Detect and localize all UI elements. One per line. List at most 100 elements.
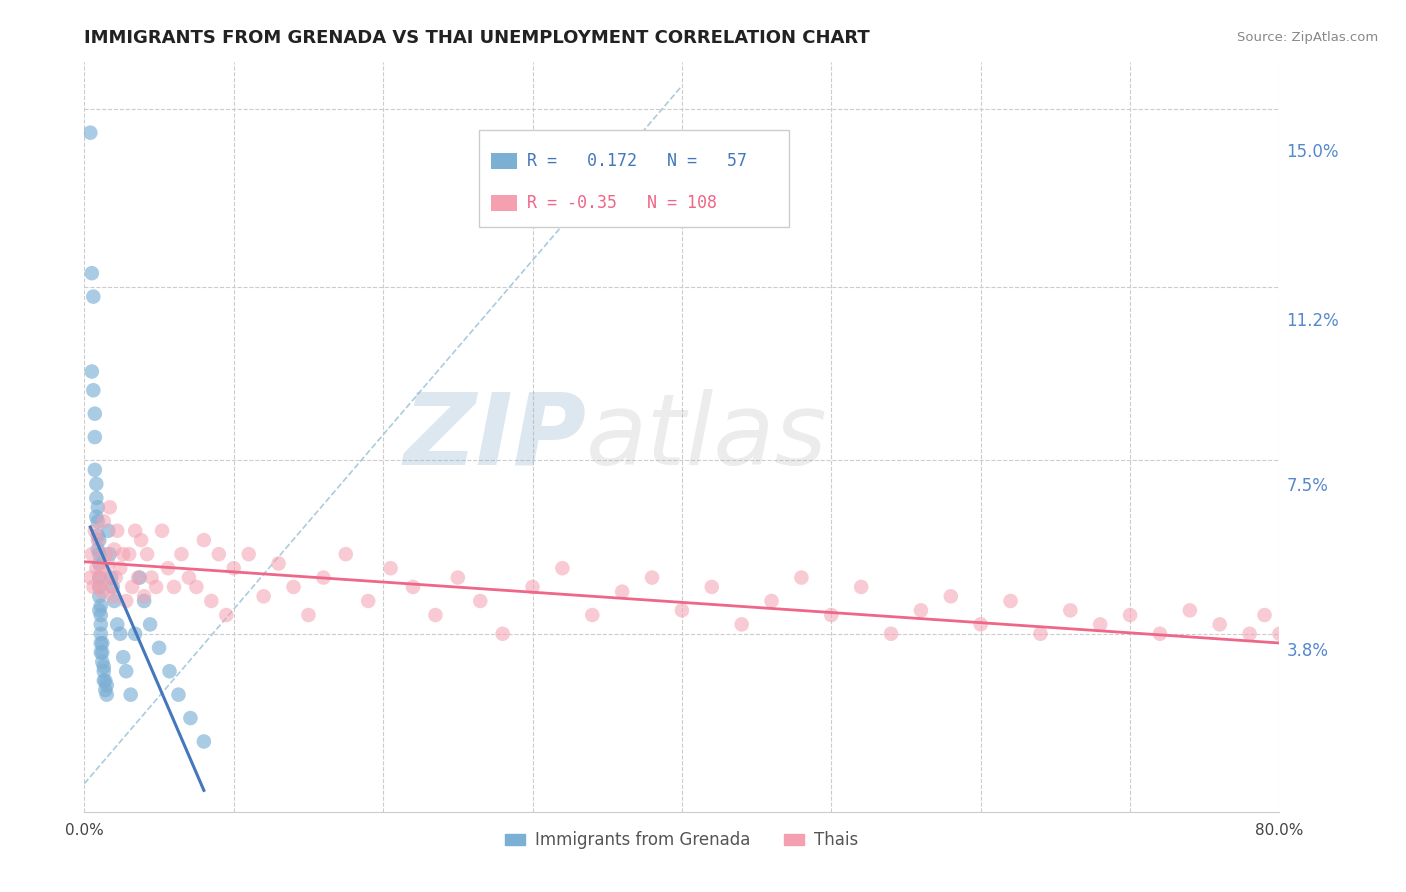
Point bbox=[141, 571, 163, 585]
Text: IMMIGRANTS FROM GRENADA VS THAI UNEMPLOYMENT CORRELATION CHART: IMMIGRANTS FROM GRENADA VS THAI UNEMPLOY… bbox=[84, 29, 870, 47]
Point bbox=[94, 547, 117, 561]
Point bbox=[89, 590, 111, 604]
Point bbox=[1343, 626, 1365, 640]
Point bbox=[641, 571, 664, 585]
Point bbox=[93, 659, 115, 673]
Point bbox=[82, 384, 104, 398]
Point bbox=[124, 524, 146, 538]
Point bbox=[267, 557, 290, 571]
Point bbox=[1284, 608, 1306, 623]
Point bbox=[970, 617, 993, 632]
Point bbox=[112, 650, 135, 665]
Point bbox=[86, 509, 108, 524]
Point bbox=[1298, 626, 1320, 640]
Point bbox=[97, 524, 120, 538]
Point bbox=[1119, 608, 1142, 623]
Point bbox=[98, 500, 121, 515]
Point bbox=[851, 580, 873, 594]
Point bbox=[1372, 636, 1395, 650]
Point bbox=[89, 571, 111, 585]
Point bbox=[83, 407, 105, 421]
Point bbox=[90, 617, 112, 632]
Point bbox=[87, 533, 110, 547]
Point bbox=[90, 636, 112, 650]
Point bbox=[96, 678, 118, 692]
Point bbox=[761, 594, 783, 608]
Point bbox=[93, 514, 115, 528]
Point bbox=[150, 524, 173, 538]
Point bbox=[167, 688, 190, 702]
Point bbox=[145, 580, 167, 594]
Point bbox=[89, 603, 111, 617]
Point bbox=[89, 580, 111, 594]
Text: atlas: atlas bbox=[586, 389, 828, 485]
Point bbox=[89, 571, 111, 585]
Point bbox=[103, 594, 125, 608]
Point bbox=[335, 547, 357, 561]
Point bbox=[80, 266, 103, 280]
Point bbox=[86, 476, 108, 491]
Point bbox=[91, 655, 114, 669]
Point bbox=[89, 533, 111, 547]
Point bbox=[1253, 608, 1275, 623]
Point bbox=[910, 603, 932, 617]
Point bbox=[82, 580, 104, 594]
FancyBboxPatch shape bbox=[479, 130, 790, 227]
Point bbox=[115, 594, 138, 608]
Point bbox=[186, 580, 208, 594]
Point bbox=[132, 594, 156, 608]
Point bbox=[80, 364, 103, 378]
Point bbox=[83, 463, 105, 477]
Text: ZIP: ZIP bbox=[404, 389, 586, 485]
Point bbox=[118, 547, 141, 561]
Point bbox=[94, 683, 117, 698]
Point bbox=[127, 571, 149, 585]
Point bbox=[1358, 608, 1381, 623]
Point bbox=[89, 580, 111, 594]
Point bbox=[105, 524, 128, 538]
Text: R = -0.35   N = 108: R = -0.35 N = 108 bbox=[527, 194, 717, 212]
Point bbox=[96, 688, 118, 702]
Point bbox=[101, 580, 124, 594]
Point bbox=[96, 571, 118, 585]
Point bbox=[101, 590, 124, 604]
Point bbox=[581, 608, 603, 623]
Text: 11.2%: 11.2% bbox=[1286, 312, 1340, 330]
Point bbox=[1268, 626, 1291, 640]
Point bbox=[179, 711, 201, 725]
Point bbox=[91, 584, 114, 599]
Point bbox=[93, 673, 115, 688]
Point bbox=[1403, 617, 1406, 632]
Point bbox=[492, 626, 515, 640]
Point bbox=[91, 636, 114, 650]
Point bbox=[1059, 603, 1081, 617]
Point bbox=[222, 561, 245, 575]
FancyBboxPatch shape bbox=[491, 194, 517, 211]
Point bbox=[193, 533, 215, 547]
Point bbox=[93, 664, 115, 679]
Point bbox=[86, 561, 108, 575]
Text: 7.5%: 7.5% bbox=[1286, 477, 1329, 495]
Point bbox=[215, 608, 238, 623]
Point bbox=[82, 289, 104, 303]
Text: Source: ZipAtlas.com: Source: ZipAtlas.com bbox=[1237, 31, 1378, 45]
Point bbox=[87, 500, 110, 515]
Point bbox=[1090, 617, 1112, 632]
Point bbox=[170, 547, 193, 561]
Point bbox=[97, 557, 120, 571]
Point bbox=[139, 617, 162, 632]
Point bbox=[1029, 626, 1052, 640]
Point bbox=[110, 561, 132, 575]
Point bbox=[200, 594, 222, 608]
Point bbox=[87, 514, 110, 528]
Point bbox=[148, 640, 170, 655]
Point bbox=[87, 528, 110, 542]
Point bbox=[253, 590, 276, 604]
FancyBboxPatch shape bbox=[491, 153, 517, 169]
Point bbox=[470, 594, 492, 608]
Point bbox=[522, 580, 544, 594]
Point bbox=[380, 561, 402, 575]
Point bbox=[1178, 603, 1201, 617]
Point bbox=[120, 688, 142, 702]
Point bbox=[880, 626, 903, 640]
